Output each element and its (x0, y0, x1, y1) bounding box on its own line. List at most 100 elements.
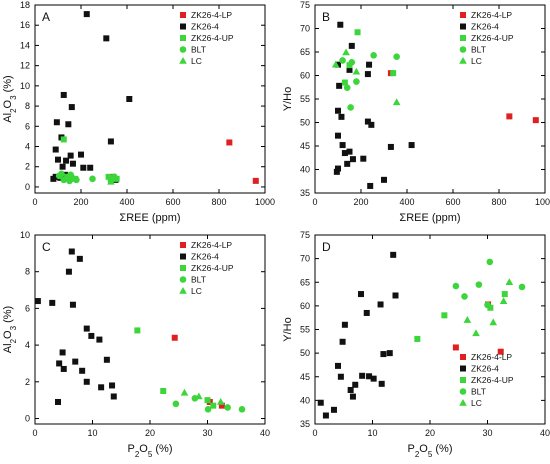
data-point (354, 29, 361, 36)
y-axis-title: Y/Ho (282, 87, 294, 111)
data-point (486, 258, 494, 266)
data-point (347, 104, 354, 111)
data-point (52, 146, 59, 153)
data-point (79, 367, 86, 374)
y-axis-title: Al2O3 (%) (2, 75, 18, 122)
data-point (342, 48, 350, 56)
x-tick-label: 20 (145, 428, 155, 438)
x-tick-label: 1000 (255, 197, 275, 207)
y-tick-label: 18 (20, 0, 30, 10)
legend-marker (460, 365, 466, 372)
x-tick-label: 600 (165, 197, 180, 207)
data-point (352, 381, 359, 388)
x-tick-label: 600 (445, 197, 460, 207)
panel-letter: B (322, 10, 330, 24)
x-tick-label: 10 (87, 428, 97, 438)
data-point (352, 67, 361, 75)
x-axis-title: P2O5 (%) (408, 443, 453, 459)
legend-label: ZK26-4-UP (191, 263, 234, 273)
y-tick-label: 60 (300, 71, 310, 81)
data-point (335, 61, 341, 68)
y-tick-label: 10 (20, 230, 30, 240)
panel-b: 0 200 400 600 800 1000 35 40 45 50 55 60 65 70 75 B ΣREE… (282, 0, 550, 224)
data-point (339, 57, 346, 64)
data-point (105, 173, 112, 180)
panel-d: 0 10 20 30 40 35 40 45 50 55 60 65 70 75 D P2O5 (%) Y/Ho… (282, 230, 550, 459)
data-point (335, 165, 341, 172)
x-tick-label: 10 (367, 428, 377, 438)
data-point (518, 283, 526, 291)
legend-label: LC (191, 286, 202, 296)
y-tick-label: 8 (25, 267, 30, 277)
data-point (204, 397, 211, 404)
data-point (390, 251, 397, 258)
data-point (50, 175, 57, 182)
data-point (489, 318, 498, 326)
y-tick-label: 40 (300, 395, 310, 405)
data-point (360, 155, 367, 162)
y-tick-label: 4 (25, 142, 30, 152)
y-axis-title: Y/Ho (282, 317, 294, 341)
legend-label: ZK26-4-LP (471, 10, 512, 20)
y-tick-label: 45 (300, 141, 310, 151)
legend-label: ZK26-4-LP (191, 240, 232, 250)
data-point (367, 182, 374, 189)
legend-marker (179, 276, 187, 283)
x-tick-label: 20 (425, 428, 435, 438)
legend-marker (460, 35, 466, 41)
y-tick-label: 0 (25, 182, 30, 192)
x-tick-label: 30 (482, 428, 492, 438)
data-point (72, 358, 79, 365)
legend-label: ZK26-4 (191, 22, 219, 32)
data-point (67, 152, 74, 159)
legend-marker (180, 265, 186, 271)
data-point (335, 107, 341, 114)
legend-label: LC (191, 56, 202, 66)
data-point (109, 382, 116, 389)
data-point (392, 292, 399, 299)
y-tick-label: 70 (300, 24, 310, 34)
data-point (59, 349, 66, 356)
legend-label: BLT (471, 387, 486, 397)
y-tick-label: 10 (20, 81, 30, 91)
data-point (204, 406, 212, 413)
data-point (349, 156, 356, 163)
data-point (337, 373, 344, 380)
data-point (378, 380, 385, 387)
plot-frame (314, 234, 546, 425)
x-tick-label: 200 (73, 197, 88, 207)
data-point (89, 175, 96, 183)
data-point (216, 397, 225, 405)
data-point (349, 393, 356, 400)
data-point (87, 164, 94, 171)
y-tick-label: 40 (300, 165, 310, 175)
data-point (34, 298, 41, 305)
x-tick-label: 30 (202, 428, 212, 438)
legend-label: ZK26-4-LP (191, 10, 232, 20)
x-axis-title: ΣREE (ppm) (119, 212, 180, 224)
data-point (83, 378, 90, 385)
data-point (88, 332, 95, 339)
data-point (226, 139, 233, 146)
data-point (195, 392, 203, 400)
data-point (103, 35, 110, 42)
data-point (364, 71, 371, 78)
data-point (461, 293, 468, 300)
data-point (61, 174, 69, 182)
data-point (330, 406, 337, 413)
legend-marker (459, 46, 467, 53)
y-tick-label: 16 (20, 20, 30, 30)
x-tick-label: 1000 (535, 197, 550, 207)
legend-marker (180, 253, 186, 260)
legend-label: BLT (191, 275, 206, 285)
data-point (111, 173, 120, 181)
data-point (65, 121, 72, 128)
data-point (339, 338, 346, 345)
data-point (98, 384, 105, 391)
legend-label: BLT (191, 45, 206, 55)
y-tick-label: 2 (25, 377, 30, 387)
